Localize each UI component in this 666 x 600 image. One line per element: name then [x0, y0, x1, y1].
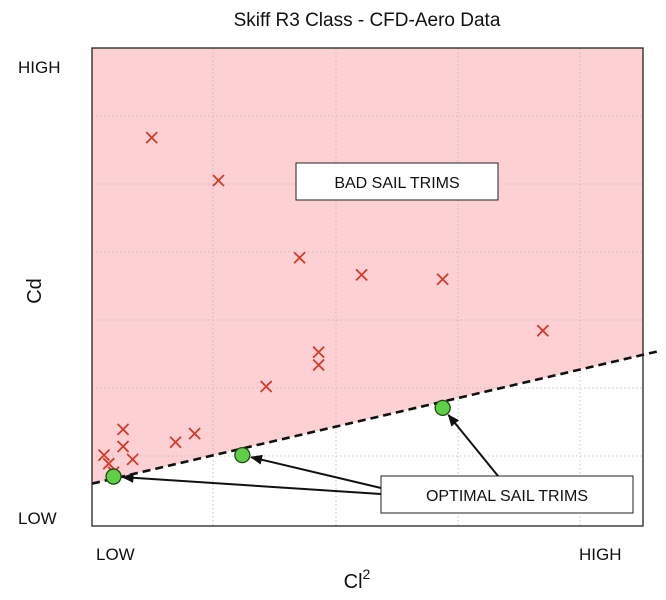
annotation-arrow [250, 454, 382, 489]
bad-trim-point [145, 131, 158, 144]
bad-trim-point-stroke-b [536, 324, 549, 337]
bad-trim-point [97, 448, 111, 462]
boundary-line-layer [91, 349, 661, 485]
y-axis-label: Cd [24, 278, 46, 304]
bad-trims-layer [97, 131, 549, 479]
x-tick-label-high: HIGH [579, 545, 622, 564]
bad-sail-trims-label: BAD SAIL TRIMS [334, 175, 459, 192]
bad-trim-point [536, 324, 549, 337]
optimal-trim-point [105, 468, 122, 485]
bad-trim-point-stroke-b [126, 453, 139, 466]
optimal-sail-trims-label: OPTIMAL SAIL TRIMS [426, 488, 588, 505]
bad-trim-point [212, 174, 225, 187]
bad-trim-point-stroke-b [145, 131, 158, 144]
optimal-sail-trims-annotation: OPTIMAL SAIL TRIMS [380, 475, 634, 514]
bad-trim-point-stroke-b [312, 346, 325, 359]
bad-trim-point-stroke-b [97, 448, 111, 462]
bad-trim-point [169, 436, 182, 449]
bad-trim-point-stroke-b [102, 457, 115, 470]
bad-trim-point [312, 358, 325, 372]
optimal-trim-point [234, 446, 251, 464]
bad-trim-point-stroke-b [355, 268, 368, 282]
y-tick-label-high: HIGH [18, 58, 61, 77]
arrow-layer [121, 414, 499, 495]
bad-trim-point [116, 440, 130, 453]
optimal-trim-point [434, 399, 451, 417]
bad-trim-point [355, 268, 368, 282]
chart-title: Skiff R3 Class - CFD-Aero Data [234, 10, 501, 31]
bad-trim-point [260, 380, 273, 393]
bad-trim-point-stroke-b [116, 440, 130, 453]
bad-trim-point-stroke-b [260, 380, 273, 393]
bad-trim-point [188, 427, 201, 440]
bad-trim-point-stroke-b [169, 436, 182, 449]
optimal-boundary-line [91, 349, 661, 485]
bad-trim-point [293, 251, 306, 264]
bad-trim-point [126, 453, 139, 466]
bad-region [92, 48, 643, 484]
plot-frame [91, 47, 644, 527]
bad-trim-point-stroke-b [312, 358, 325, 372]
x-tick-label-low: LOW [96, 545, 135, 564]
bad-trim-point-stroke-b [293, 251, 306, 264]
bad-trim-point-stroke-b [188, 427, 201, 440]
bad-sail-trims-annotation: BAD SAIL TRIMS [295, 162, 499, 201]
x-axis-label-base: Cl [344, 571, 363, 593]
x-axis-label-superscript: 2 [363, 566, 371, 582]
y-tick-label-low: LOW [18, 509, 57, 528]
bad-trim-point [436, 273, 449, 286]
x-axis-label: Cl2 [344, 566, 371, 593]
optimal-trims-layer [105, 399, 451, 485]
bad-trim-point-stroke-b [436, 273, 449, 286]
bad-trim-point [312, 346, 325, 359]
bad-trim-point-stroke-b [212, 174, 225, 187]
bad-sail-trims-box [295, 162, 499, 201]
bad-trim-point-stroke-b [116, 423, 130, 436]
bad-trim-point [116, 423, 130, 436]
optimal-sail-trims-box [380, 475, 634, 514]
annotation-arrow [121, 472, 382, 495]
annotation-arrow [447, 414, 499, 477]
bad-trim-point [102, 457, 115, 470]
bad-region-layer [92, 48, 643, 484]
